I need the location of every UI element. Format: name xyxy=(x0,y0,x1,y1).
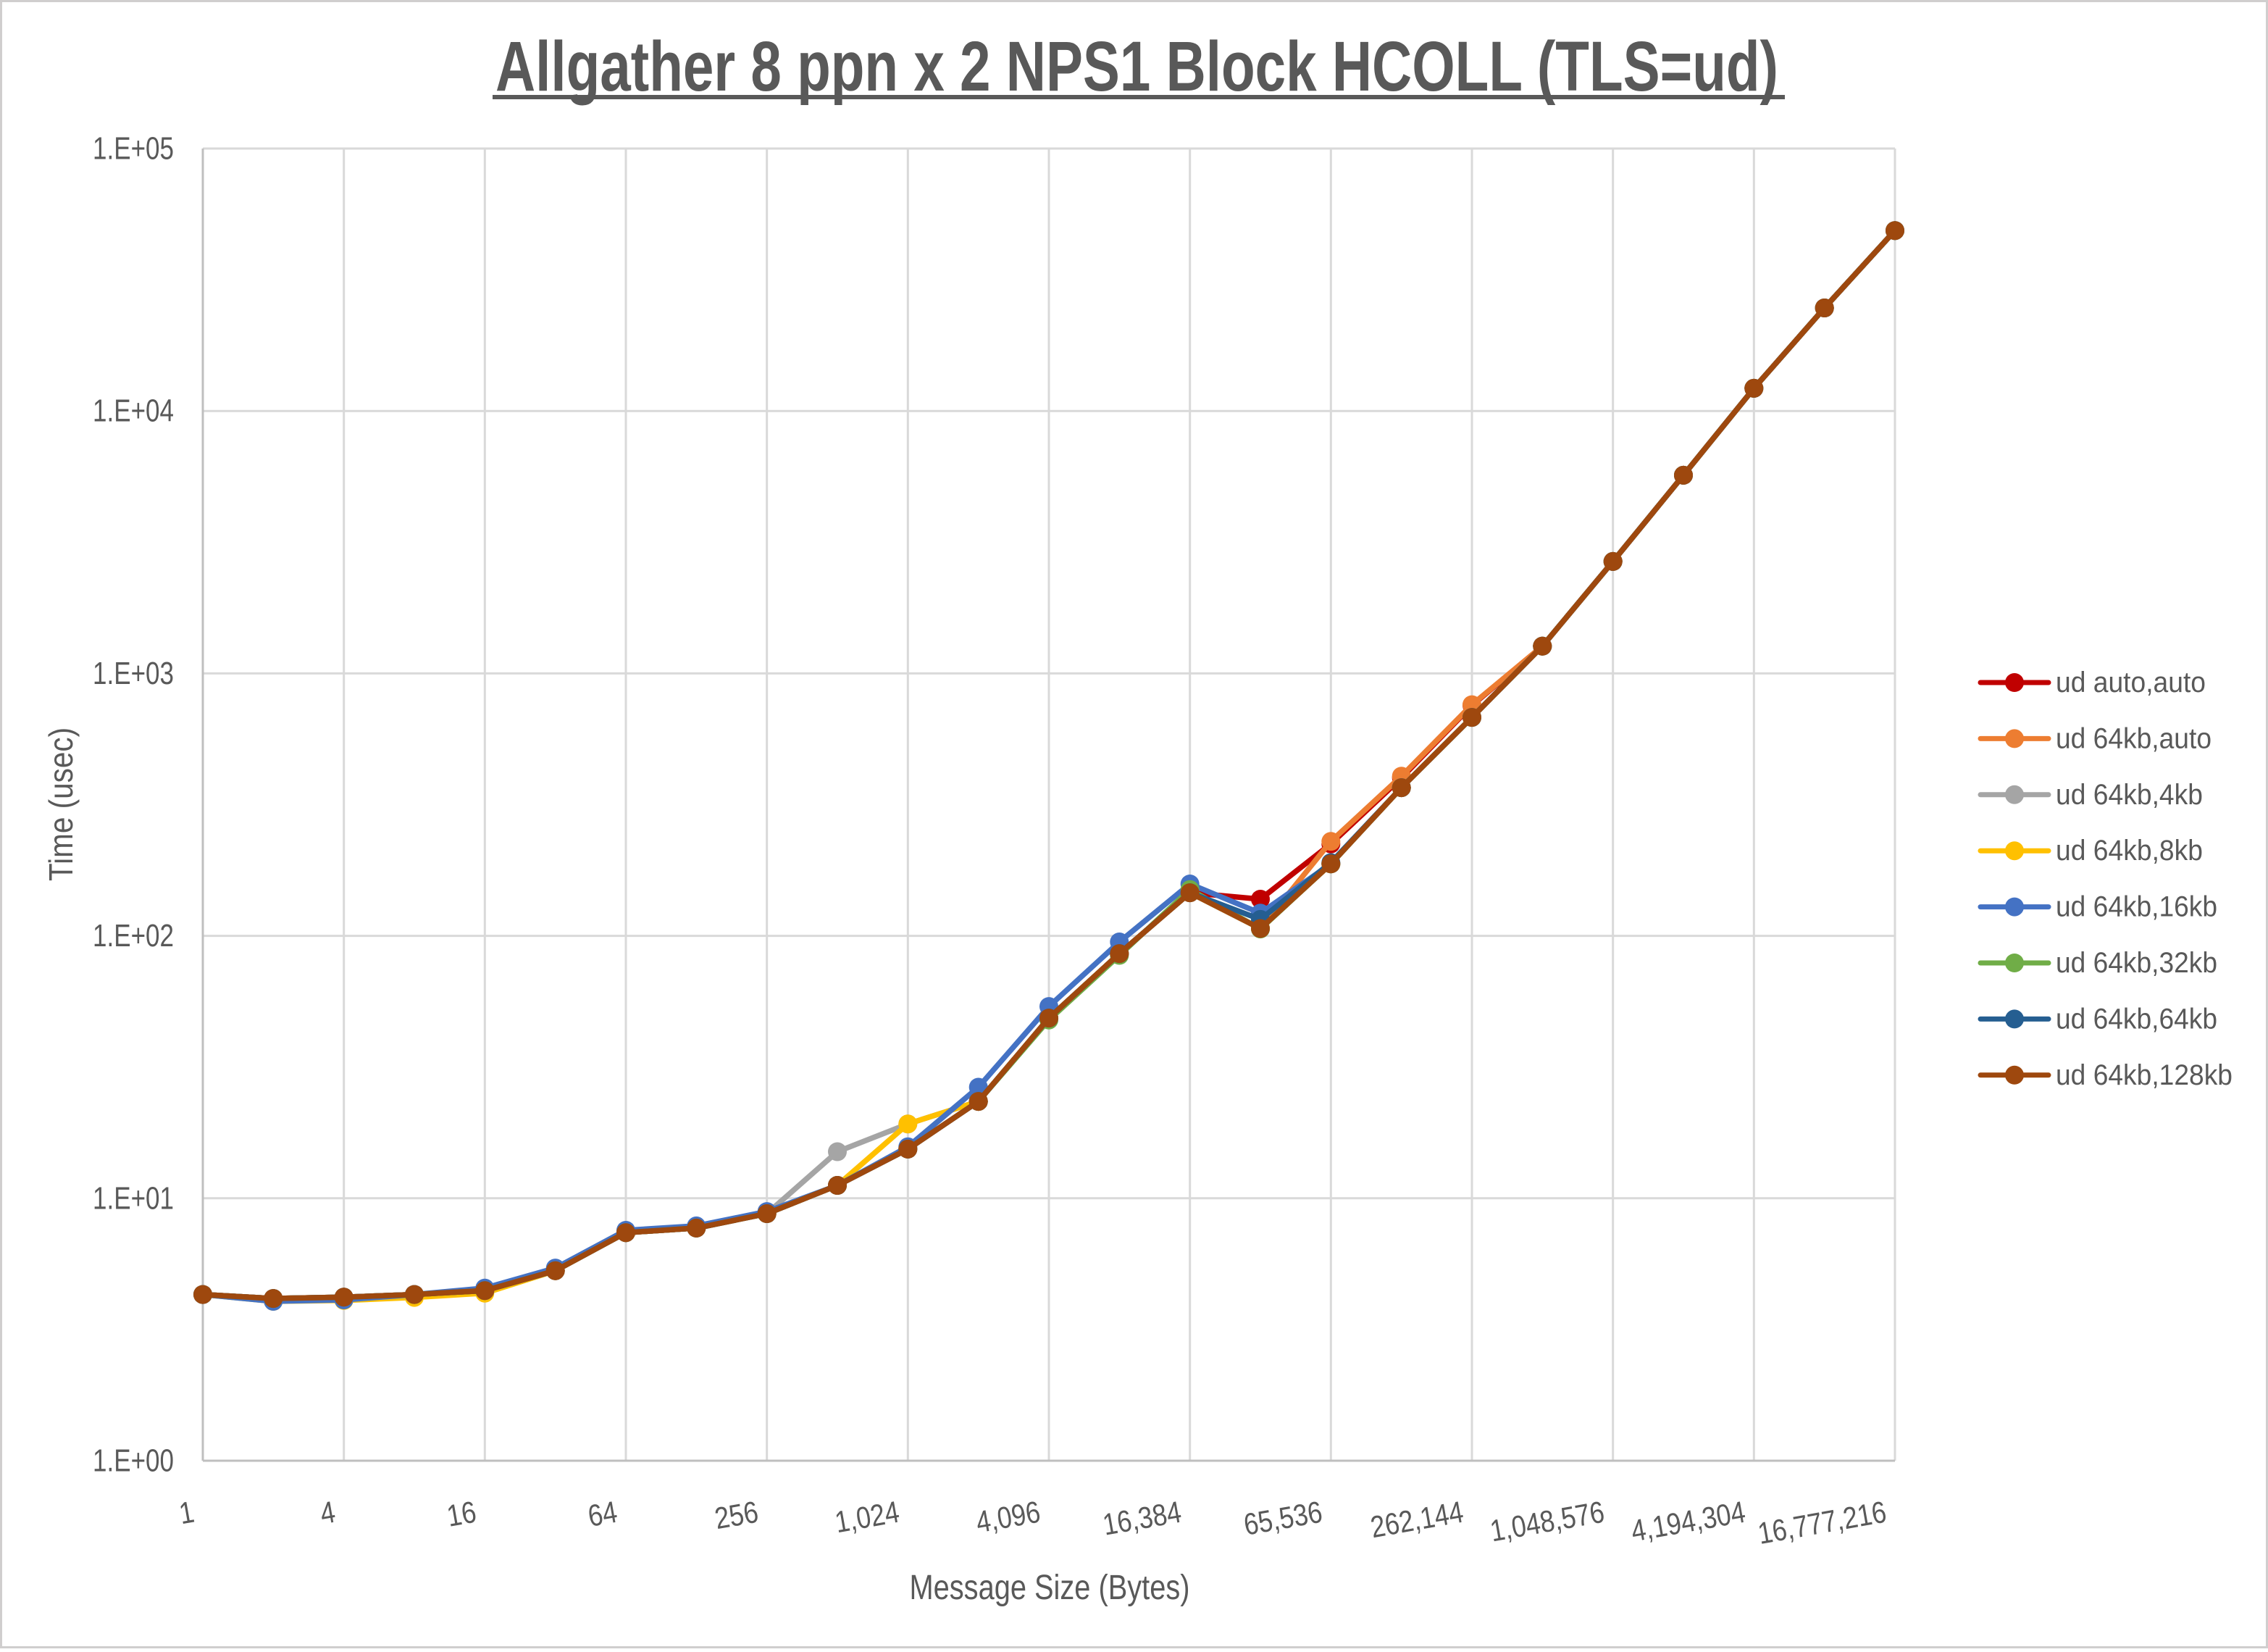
svg-text:Time (usec): Time (usec) xyxy=(43,727,80,881)
svg-text:1.E+02: 1.E+02 xyxy=(93,918,174,954)
svg-text:1.E+04: 1.E+04 xyxy=(93,393,174,429)
svg-text:ud 64kb,4kb: ud 64kb,4kb xyxy=(2056,779,2203,811)
svg-text:256: 256 xyxy=(712,1495,761,1536)
svg-text:Message Size (Bytes): Message Size (Bytes) xyxy=(910,1569,1190,1607)
svg-text:1.E+05: 1.E+05 xyxy=(93,131,174,167)
svg-text:ud 64kb,16kb: ud 64kb,16kb xyxy=(2056,891,2217,923)
svg-text:1.E+01: 1.E+01 xyxy=(93,1180,174,1216)
svg-text:ud 64kb,64kb: ud 64kb,64kb xyxy=(2056,1003,2217,1035)
svg-text:ud 64kb,32kb: ud 64kb,32kb xyxy=(2056,947,2217,979)
svg-text:ud 64kb,8kb: ud 64kb,8kb xyxy=(2056,835,2203,867)
svg-text:Allgather 8 ppn x 2 NPS1 Block: Allgather 8 ppn x 2 NPS1 Block HCOLL (TL… xyxy=(495,27,1778,106)
svg-text:1.E+00: 1.E+00 xyxy=(93,1443,174,1479)
svg-text:ud 64kb,128kb: ud 64kb,128kb xyxy=(2056,1059,2233,1091)
svg-text:64: 64 xyxy=(585,1495,620,1533)
svg-text:16: 16 xyxy=(444,1495,479,1533)
svg-text:ud auto,auto: ud auto,auto xyxy=(2056,667,2206,698)
svg-text:ud 64kb,auto: ud 64kb,auto xyxy=(2056,722,2211,754)
svg-text:1.E+03: 1.E+03 xyxy=(93,656,174,691)
